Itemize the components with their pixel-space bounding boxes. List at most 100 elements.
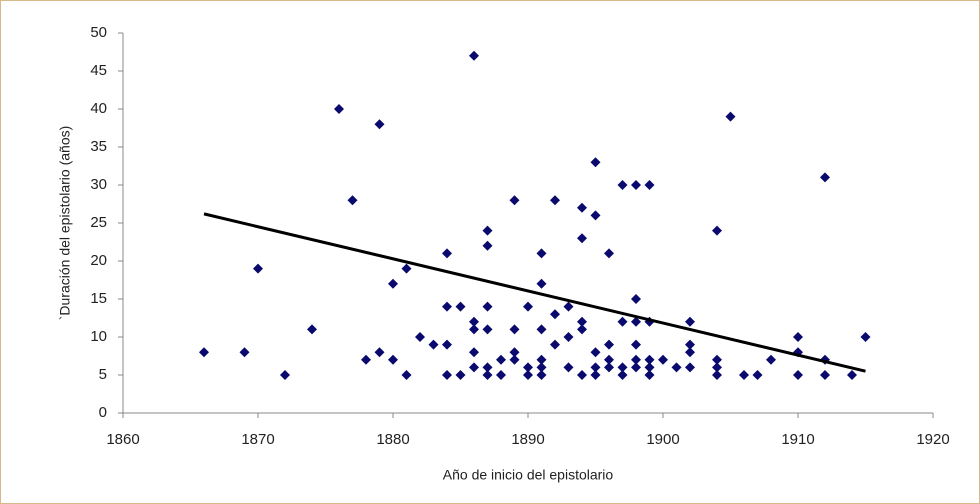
scatter-point <box>820 370 830 380</box>
scatter-point <box>577 370 587 380</box>
scatter-point <box>469 50 479 61</box>
scatter-point <box>239 347 250 358</box>
scatter-point <box>509 195 520 206</box>
scatter-point <box>860 332 871 342</box>
scatter-point <box>685 316 695 327</box>
scatter-point <box>509 347 520 358</box>
scatter-point <box>455 370 466 380</box>
scatter-point <box>617 370 628 380</box>
y-axis-title: `Duración del epistolario (años) <box>57 126 73 321</box>
scatter-point <box>253 263 263 274</box>
scatter-point <box>482 301 493 312</box>
scatter-point <box>523 301 533 312</box>
scatter-point <box>752 370 763 380</box>
scatter-point <box>482 362 493 373</box>
scatter-point <box>604 362 614 373</box>
scatter-point <box>509 324 520 335</box>
scatter-point <box>590 347 601 358</box>
scatter-point <box>496 354 506 365</box>
scatter-point <box>536 370 547 380</box>
x-tick-label: 1880 <box>376 431 409 448</box>
scatter-point <box>604 354 614 365</box>
scatter-point <box>631 354 641 365</box>
scatter-point <box>820 172 830 183</box>
scatter-point <box>469 347 479 358</box>
scatter-point <box>469 362 479 373</box>
scatter-point <box>469 324 479 335</box>
scatter-point <box>685 347 695 358</box>
x-axis-title: Año de inicio del epistolario <box>443 467 614 483</box>
scatter-point <box>658 354 668 365</box>
scatter-point <box>415 332 425 342</box>
y-tick-label: 5 <box>99 366 107 383</box>
scatter-point <box>334 104 344 114</box>
scatter-point <box>550 195 560 206</box>
scatter-point <box>361 354 371 365</box>
scatter-point <box>631 339 641 350</box>
scatter-point <box>401 263 412 274</box>
y-tick-label: 20 <box>90 252 107 269</box>
scatter-point <box>442 370 452 380</box>
scatter-point <box>631 316 641 327</box>
x-tick-label: 1870 <box>241 431 274 448</box>
y-tick-label: 25 <box>90 214 107 231</box>
scatter-point <box>550 339 560 350</box>
scatter-point <box>631 180 641 190</box>
x-tick-label: 1860 <box>106 431 139 448</box>
y-tick-label: 15 <box>90 290 107 307</box>
scatter-point <box>509 354 520 365</box>
scatter-point <box>644 180 655 190</box>
scatter-point <box>590 370 601 380</box>
x-tick-label: 1890 <box>511 431 544 448</box>
trendline <box>203 212 866 373</box>
scatter-point <box>442 248 452 259</box>
scatter-point <box>482 370 493 380</box>
y-tick-label: 45 <box>90 62 107 79</box>
scatter-point <box>631 362 641 373</box>
scatter-point <box>374 119 385 130</box>
scatter-point <box>536 248 547 259</box>
scatter-point <box>563 301 574 312</box>
x-tick-label: 1920 <box>916 431 949 448</box>
scatter-point <box>536 278 547 289</box>
scatter-point <box>536 362 547 373</box>
scatter-point <box>644 370 655 380</box>
scatter-point <box>374 347 385 358</box>
scatter-point <box>671 362 682 373</box>
scatter-point <box>442 301 452 312</box>
scatter-point <box>388 354 398 365</box>
scatter-point <box>604 339 614 350</box>
scatter-point <box>739 370 749 380</box>
scatter-point <box>712 354 722 365</box>
scatter-point <box>536 324 547 335</box>
x-tick-label: 1900 <box>646 431 679 448</box>
y-tick-label: 10 <box>90 328 107 345</box>
scatter-point <box>523 362 533 373</box>
scatter-point <box>482 240 493 251</box>
scatter-point <box>347 195 358 206</box>
scatter-point <box>793 332 803 342</box>
scatter-point <box>617 316 628 327</box>
scatter-point <box>725 111 736 122</box>
scatter-point <box>577 233 587 244</box>
scatter-point <box>617 180 628 190</box>
scatter-point <box>401 370 412 380</box>
scatter-point <box>590 210 601 221</box>
scatter-point <box>631 294 641 304</box>
scatter-point <box>590 157 601 168</box>
scatter-point <box>685 339 695 350</box>
scatter-point <box>793 370 803 380</box>
scatter-point <box>590 362 601 373</box>
y-tick-label: 50 <box>90 24 107 41</box>
scatter-point <box>577 316 587 327</box>
y-tick-label: 30 <box>90 176 107 193</box>
scatter-point <box>712 370 722 380</box>
scatter-point <box>712 362 722 373</box>
scatter-point <box>455 301 466 312</box>
scatter-point <box>847 370 857 380</box>
scatter-point <box>442 339 452 350</box>
scatter-point <box>536 354 547 365</box>
scatter-point <box>482 324 493 335</box>
scatter-point <box>563 332 574 342</box>
